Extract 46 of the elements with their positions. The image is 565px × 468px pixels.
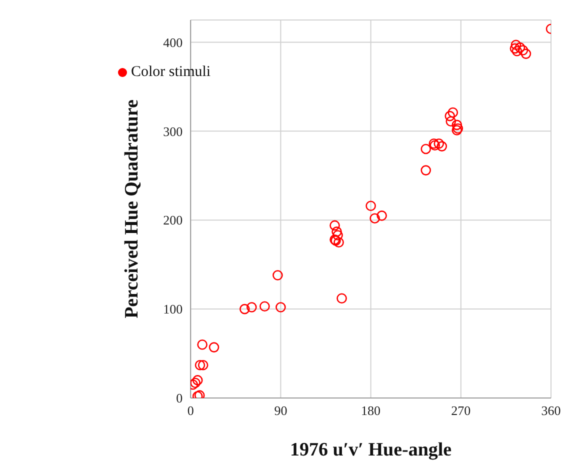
point [520, 48, 532, 59]
y-tick-label: 100 [163, 302, 183, 317]
point [512, 46, 522, 56]
point [446, 116, 456, 127]
x-tick-label: 360 [541, 403, 561, 418]
point [260, 301, 270, 312]
point [334, 237, 344, 248]
point [336, 293, 347, 304]
point [444, 110, 456, 122]
point [518, 45, 528, 56]
point [376, 210, 387, 221]
point [436, 141, 448, 152]
point [434, 138, 444, 149]
x-tick-label: 0 [187, 403, 194, 418]
point [197, 339, 208, 350]
point [510, 40, 522, 50]
point [198, 360, 208, 370]
x-tick-label: 270 [451, 403, 471, 418]
point [510, 43, 520, 54]
point [192, 375, 203, 386]
point [420, 144, 432, 154]
point [240, 304, 250, 314]
y-tick-label: 0 [176, 390, 183, 406]
point [272, 270, 283, 280]
y-axis-title: Perceived Hue Quadrature [121, 100, 142, 318]
x-axis-title: 1976 u′v′ Hue-angle [290, 439, 452, 460]
point [332, 226, 342, 237]
point [366, 200, 376, 212]
point [194, 360, 206, 370]
y-tick-label: 400 [163, 34, 183, 50]
point [276, 302, 286, 312]
y-tick-label: 200 [163, 212, 183, 228]
point [370, 213, 380, 224]
x-tick-label: 180 [361, 403, 381, 418]
point [448, 107, 458, 118]
point [514, 42, 526, 53]
point [246, 302, 257, 312]
point [452, 120, 462, 130]
x-tick-label: 90 [274, 403, 288, 418]
legend-label: Color stimuli [131, 64, 211, 80]
point [194, 390, 205, 398]
point [330, 220, 340, 231]
point [208, 342, 220, 352]
y-tick-label: 300 [163, 124, 183, 139]
point [332, 230, 343, 240]
point [420, 165, 432, 176]
